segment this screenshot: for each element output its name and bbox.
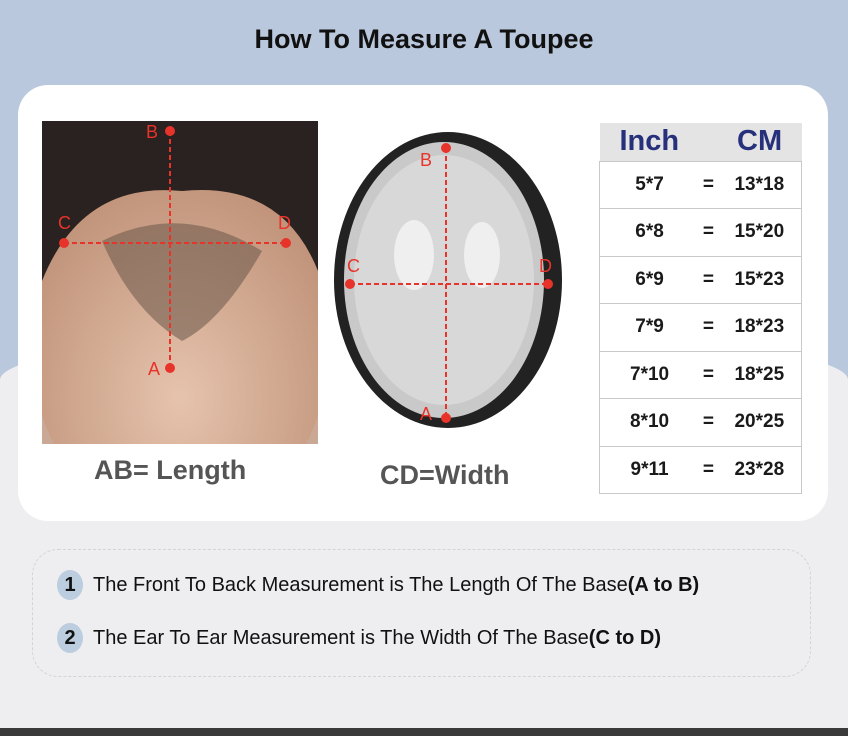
note-item: 1 The Front To Back Measurement is The Le… [57,570,699,600]
head-photo: B A C D [42,121,318,444]
label-d: D [539,256,552,276]
note-bold: (A to B) [627,573,700,596]
inch-cell: 8*10 [599,398,700,447]
cm-cell: 18*25 [717,350,802,399]
label-b: B [420,150,432,170]
size-conversion-table: Inch CM 5*7 = 13*18 6*8 = 15*20 6*9 = 15*23 7*9 = 18… [599,123,802,494]
inch-cell: 9*11 [599,445,700,494]
note-item: 2 The Ear To Ear Measurement is The Width… [57,623,661,653]
width-caption: CD=Width [380,460,510,490]
header-spacer [699,123,718,161]
table-row: 6*9 = 15*23 [599,255,802,304]
equals-cell: = [699,350,718,399]
toupee-image: B A C D [334,132,562,428]
label-a: A [420,404,432,424]
cm-cell: 15*23 [717,255,802,304]
inch-cell: 6*8 [599,208,700,257]
inch-cell: 5*7 [599,160,700,209]
bottom-bar [0,728,848,736]
header-inch: Inch [599,123,700,161]
note-bold: (C to D) [588,626,661,649]
cm-cell: 13*18 [717,160,802,209]
equals-cell: = [699,303,718,352]
note-text: The Ear To Ear Measurement is The Width … [93,626,589,649]
equals-cell: = [699,398,718,447]
label-c: C [347,256,360,276]
label-b: B [146,122,158,142]
table-row: 5*7 = 13*18 [599,160,802,209]
table-row: 7*10 = 18*25 [599,350,802,399]
cm-cell: 20*25 [717,398,802,447]
equals-cell: = [699,208,718,257]
header-cm: CM [717,123,802,161]
label-d: D [278,213,291,233]
label-c: C [58,213,71,233]
page-title: How To Measure A Toupee [254,24,594,54]
number-badge: 1 [57,570,83,600]
inch-cell: 7*10 [599,350,700,399]
inch-cell: 7*9 [599,303,700,352]
length-caption: AB= Length [94,455,247,485]
cm-cell: 23*28 [717,445,802,494]
notes-box: 1 The Front To Back Measurement is The Le… [32,549,811,677]
note-text: The Front To Back Measurement is The Len… [93,573,628,596]
number-badge: 2 [57,623,83,653]
table-row: 9*11 = 23*28 [599,445,802,494]
cm-cell: 15*20 [717,208,802,257]
table-row: 7*9 = 18*23 [599,303,802,352]
equals-cell: = [699,255,718,304]
equals-cell: = [699,445,718,494]
label-a: A [148,359,160,379]
inch-cell: 6*9 [599,255,700,304]
cm-cell: 18*23 [717,303,802,352]
table-row: 6*8 = 15*20 [599,208,802,257]
table-row: 8*10 = 20*25 [599,398,802,447]
equals-cell: = [699,160,718,209]
